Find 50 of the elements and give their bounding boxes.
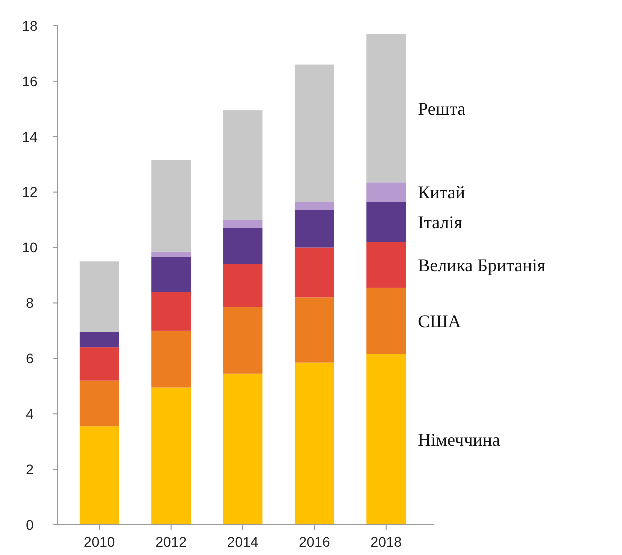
y-tick-label: 4 xyxy=(26,406,34,422)
bar xyxy=(223,307,263,374)
bar xyxy=(152,252,192,258)
bar xyxy=(294,362,334,525)
bar xyxy=(223,110,263,220)
bar xyxy=(152,160,192,252)
bar xyxy=(366,182,406,202)
bar xyxy=(80,332,120,348)
y-tick-label: 14 xyxy=(22,128,38,145)
bar xyxy=(294,298,334,363)
bar xyxy=(80,380,120,427)
bar xyxy=(80,348,120,381)
series-label: США xyxy=(418,312,462,332)
bar xyxy=(223,264,263,308)
x-tick-label: 2010 xyxy=(84,534,116,550)
bar xyxy=(152,388,192,525)
bar xyxy=(294,248,334,298)
series-label: Велика Британія xyxy=(418,255,546,276)
y-tick-label: 18 xyxy=(22,18,38,34)
bar xyxy=(366,242,406,288)
series-label: Решта xyxy=(418,98,466,119)
y-tick-label: 8 xyxy=(26,295,34,312)
bar xyxy=(294,210,334,248)
series-label: Китай xyxy=(418,182,466,203)
bar xyxy=(366,202,406,242)
bar xyxy=(366,288,406,355)
y-tick-label: 16 xyxy=(22,73,38,90)
y-tick-label: 0 xyxy=(26,516,34,533)
bar xyxy=(223,228,263,264)
y-tick-label: 2 xyxy=(26,461,34,478)
y-tick-label: 6 xyxy=(26,350,34,367)
bar xyxy=(80,426,120,525)
bar xyxy=(80,262,120,332)
y-tick-label: 12 xyxy=(22,184,38,200)
x-tick-label: 2018 xyxy=(370,534,402,550)
bar xyxy=(294,202,334,210)
x-tick-label: 2014 xyxy=(227,534,259,550)
y-tick-label: 10 xyxy=(22,240,38,256)
bar xyxy=(223,374,263,525)
bar xyxy=(152,257,192,292)
x-tick-label: 2016 xyxy=(299,534,330,550)
series-label: Німеччина xyxy=(418,430,500,450)
bar xyxy=(152,292,192,331)
x-tick-label: 2012 xyxy=(156,534,188,550)
bar xyxy=(152,330,192,388)
bar xyxy=(294,64,334,202)
bar xyxy=(366,34,406,183)
bar xyxy=(223,220,263,228)
bar xyxy=(366,354,406,525)
series-label: Італія xyxy=(418,212,463,232)
